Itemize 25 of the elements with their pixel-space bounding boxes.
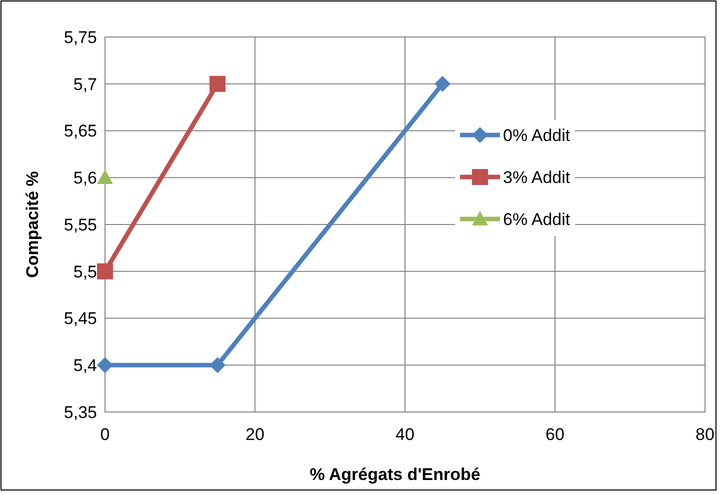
y-tick-label: 5,65	[64, 122, 97, 141]
x-tick-label: 0	[100, 425, 110, 444]
y-tick-label: 5,7	[73, 74, 97, 94]
y-tick-label: 5,4	[73, 356, 97, 376]
x-tick-label: 80	[696, 425, 714, 444]
y-tick-label: 5,35	[64, 402, 97, 422]
legend-label: 0% Addit	[503, 126, 570, 145]
y-tick-label: 5,5	[73, 262, 97, 282]
point	[210, 357, 226, 374]
y-axis-title: Compacité %	[23, 171, 42, 278]
point	[434, 76, 450, 92]
legend-label: 6% Addit	[503, 210, 570, 229]
legend-label: 3% Addit	[503, 168, 570, 187]
point	[210, 76, 226, 92]
y-tick-label: 5,45	[64, 309, 97, 328]
y-tick-label: 5,75	[64, 28, 97, 47]
point	[97, 357, 113, 374]
y-tick-label: 5,6	[73, 168, 97, 188]
x-tick-label: 40	[396, 425, 414, 444]
x-tick-label: 60	[546, 425, 564, 444]
point	[97, 170, 113, 184]
point	[97, 263, 113, 280]
y-tick-label: 5,55	[64, 215, 97, 234]
x-tick-label: 20	[246, 425, 264, 444]
x-axis-title: % Agrégats d'Enrobé	[310, 465, 480, 484]
